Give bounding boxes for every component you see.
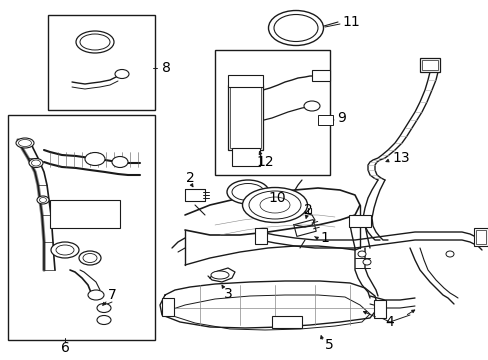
Bar: [50, 200, 120, 228]
Bar: [475, 230, 485, 244]
Bar: [419, 58, 439, 72]
Ellipse shape: [112, 157, 128, 167]
Text: 6: 6: [61, 341, 69, 355]
Bar: [317, 115, 332, 125]
Ellipse shape: [31, 160, 41, 166]
Ellipse shape: [29, 158, 43, 167]
Bar: [229, 87, 261, 148]
Ellipse shape: [76, 31, 114, 53]
Bar: [421, 60, 437, 70]
Bar: [473, 228, 487, 246]
Text: 8: 8: [162, 61, 170, 75]
Bar: [162, 298, 174, 316]
Ellipse shape: [97, 315, 111, 324]
Ellipse shape: [210, 271, 228, 279]
Ellipse shape: [19, 140, 31, 147]
Bar: [215, 50, 329, 175]
Ellipse shape: [362, 259, 370, 265]
Ellipse shape: [85, 153, 105, 166]
Ellipse shape: [226, 180, 268, 204]
Text: 11: 11: [341, 15, 359, 29]
Ellipse shape: [115, 69, 129, 78]
Text: 7: 7: [107, 288, 116, 302]
Text: 10: 10: [267, 191, 285, 205]
Bar: [227, 85, 263, 150]
Ellipse shape: [56, 245, 74, 255]
Text: 12: 12: [256, 155, 273, 169]
Ellipse shape: [79, 251, 101, 265]
Text: 2: 2: [185, 171, 194, 185]
Text: 1: 1: [319, 231, 328, 245]
Ellipse shape: [273, 14, 317, 41]
Ellipse shape: [357, 251, 365, 257]
Text: 9: 9: [336, 111, 345, 125]
Ellipse shape: [51, 242, 79, 258]
Bar: [271, 316, 302, 328]
Ellipse shape: [16, 138, 34, 148]
Bar: [227, 75, 263, 87]
Text: 2: 2: [303, 203, 312, 217]
Ellipse shape: [248, 191, 301, 219]
Ellipse shape: [304, 101, 319, 111]
Ellipse shape: [37, 196, 49, 204]
Ellipse shape: [40, 198, 46, 202]
Ellipse shape: [80, 34, 110, 50]
Bar: [373, 300, 385, 318]
Ellipse shape: [88, 290, 104, 300]
Bar: [48, 15, 155, 110]
Bar: [311, 70, 329, 81]
Text: 4: 4: [385, 315, 393, 329]
Text: 5: 5: [325, 338, 333, 352]
Ellipse shape: [260, 197, 289, 213]
Ellipse shape: [231, 184, 264, 201]
Ellipse shape: [445, 251, 453, 257]
Ellipse shape: [268, 10, 323, 45]
Bar: [8, 115, 155, 340]
Ellipse shape: [242, 188, 307, 222]
Ellipse shape: [83, 253, 97, 262]
Bar: [254, 228, 266, 244]
Bar: [231, 148, 260, 166]
Ellipse shape: [97, 303, 111, 312]
Text: 3: 3: [223, 287, 232, 301]
Text: 13: 13: [391, 151, 409, 165]
Bar: [348, 215, 370, 227]
